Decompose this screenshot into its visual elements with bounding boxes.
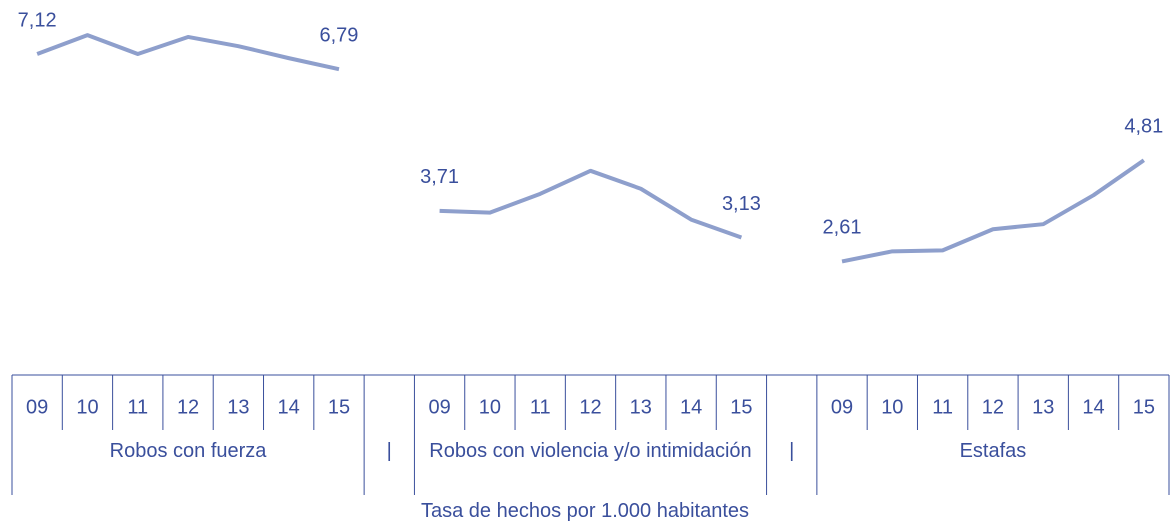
group-label: Robos con violencia y/o intimidación (429, 440, 752, 462)
line (439, 168, 743, 240)
group-label: Estafas (959, 440, 1027, 462)
x-tick-label: 13 (1032, 396, 1054, 418)
data-label: 7,12 (18, 9, 57, 31)
line (841, 158, 1145, 264)
x-tick-label: 11 (932, 396, 953, 418)
x-tick-label: 09 (831, 396, 853, 418)
x-tick-label: 15 (1133, 396, 1155, 418)
x-tick-label: 13 (227, 396, 249, 418)
x-tick-label: 10 (76, 396, 98, 418)
line (36, 33, 340, 72)
x-tick-label: 12 (982, 396, 1004, 418)
x-tick-label: 14 (1082, 396, 1104, 418)
x-tick-label: 13 (630, 396, 652, 418)
data-label: 3,13 (722, 193, 761, 215)
data-label: 4,81 (1124, 116, 1163, 138)
group-label: | (789, 440, 795, 462)
x-tick-label: 10 (881, 396, 903, 418)
data-label: 6,79 (320, 24, 359, 46)
group-label: | (386, 440, 392, 462)
x-tick-label: 15 (328, 396, 350, 418)
x-tick-label: 09 (26, 396, 48, 418)
x-tick-label: 12 (177, 396, 199, 418)
x-tick-label: 14 (278, 396, 300, 418)
x-axis-title: Tasa de hechos por 1.000 habitantes (420, 500, 750, 522)
x-tick-label: 09 (428, 396, 450, 418)
data-label: 2,61 (823, 217, 862, 239)
x-tick-label: 12 (579, 396, 601, 418)
x-tick-label: 14 (680, 396, 702, 418)
x-tick-label: 11 (530, 396, 551, 418)
x-tick-label: 15 (730, 396, 752, 418)
x-tick-label: 10 (479, 396, 501, 418)
data-label: 3,71 (420, 166, 459, 188)
group-label: Robos con fuerza (109, 440, 267, 462)
x-tick-label: 11 (127, 396, 148, 418)
